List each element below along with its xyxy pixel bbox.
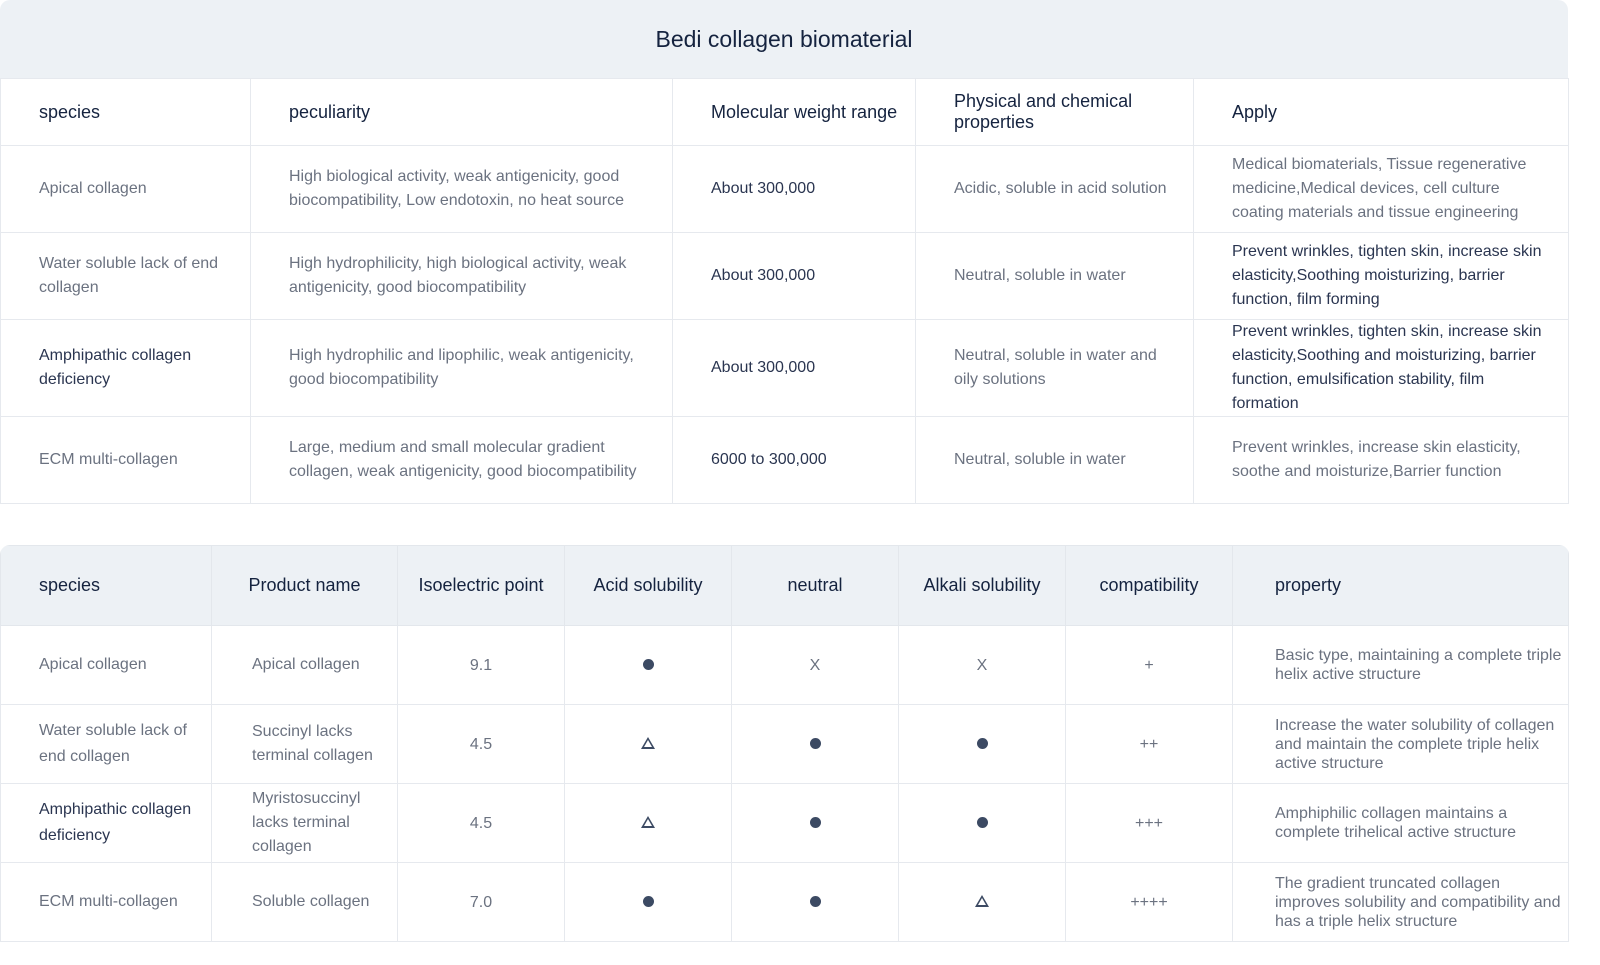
table-cell: 9.1 [397, 625, 565, 705]
table-cell: Basic type, maintaining a complete tripl… [1232, 625, 1569, 705]
table-cell [564, 625, 732, 705]
table-cell: ++ [1065, 704, 1233, 784]
table-cell: Amphiphilic collagen maintains a complet… [1232, 783, 1569, 863]
table-cell: X [731, 625, 899, 705]
table-cell [564, 783, 732, 863]
table-cell: Neutral, soluble in water [915, 232, 1194, 320]
table-cell: Medical biomaterials, Tissue regenerativ… [1193, 145, 1569, 233]
table-cell: X [898, 625, 1066, 705]
table-cell: Prevent wrinkles, tighten skin, increase… [1193, 319, 1569, 417]
table-cell: + [1065, 625, 1233, 705]
table-cell: Myristosuccinyl lacks terminal collagen [211, 783, 398, 863]
table-cell: High hydrophilic and lipophilic, weak an… [250, 319, 673, 417]
table-cell: Increase the water solubility of collage… [1232, 704, 1569, 784]
column-header: Acid solubility [564, 545, 732, 626]
table-cell: Neutral, soluble in water [915, 416, 1194, 504]
table-cell: Water soluble lack of end collagen [0, 232, 251, 320]
table-row: Water soluble lack of end collagen Succin… [0, 704, 1569, 784]
filled-dot-icon [642, 895, 654, 907]
column-header: neutral [731, 545, 899, 626]
column-header: species [0, 78, 251, 146]
table-cell: Prevent wrinkles, increase skin elastici… [1193, 416, 1569, 504]
table-row: Water soluble lack of end collagen High h… [0, 232, 1569, 320]
column-header: Product name [211, 545, 398, 626]
table-cell [898, 783, 1066, 863]
column-header: Molecular weight range [672, 78, 916, 146]
solubility-table-section: species Product name Isoelectric point Acid… [0, 545, 1569, 942]
table-cell: High biological activity, weak antigenic… [250, 145, 673, 233]
column-header: Isoelectric point [397, 545, 565, 626]
table-cell: Amphipathic collagen deficiency [0, 783, 212, 863]
solubility-table: species Product name Isoelectric point Acid… [0, 545, 1569, 942]
table-cell [564, 704, 732, 784]
table-cell: About 300,000 [672, 232, 916, 320]
filled-dot-icon [642, 658, 654, 670]
table-cell [731, 862, 899, 942]
table-cell [898, 704, 1066, 784]
table-cell: About 300,000 [672, 319, 916, 417]
column-header: property [1232, 545, 1569, 626]
table-cell: Apical collagen [0, 625, 212, 705]
table-cell: 6000 to 300,000 [672, 416, 916, 504]
filled-dot-icon [976, 737, 988, 749]
table-cell: 7.0 [397, 862, 565, 942]
triangle-icon [975, 894, 989, 907]
column-header: peculiarity [250, 78, 673, 146]
triangle-icon [641, 815, 655, 828]
table-row: ECM multi-collagen Soluble collagen 7.0 +++… [0, 862, 1569, 942]
table-cell: About 300,000 [672, 145, 916, 233]
column-header: Physical and chemical properties [915, 78, 1194, 146]
triangle-icon [641, 736, 655, 749]
table-cell: Soluble collagen [211, 862, 398, 942]
table-cell: Amphipathic collagen deficiency [0, 319, 251, 417]
table-cell: Apical collagen [211, 625, 398, 705]
table-cell: Succinyl lacks terminal collagen [211, 704, 398, 784]
filled-dot-icon [976, 816, 988, 828]
table-cell: 4.5 [397, 783, 565, 863]
table-cell: Acidic, soluble in acid solution [915, 145, 1194, 233]
column-header: Apply [1193, 78, 1569, 146]
table-cell [731, 704, 899, 784]
table-title: Bedi collagen biomaterial [0, 0, 1568, 78]
table-cell: ECM multi-collagen [0, 862, 212, 942]
table-cell: Prevent wrinkles, tighten skin, increase… [1193, 232, 1569, 320]
filled-dot-icon [809, 895, 821, 907]
table-cell: Neutral, soluble in water and oily solut… [915, 319, 1194, 417]
table-cell: High hydrophilicity, high biological act… [250, 232, 673, 320]
table-row: ECM multi-collagen Large, medium and smal… [0, 416, 1569, 504]
column-header: species [0, 545, 212, 626]
table-cell: Apical collagen [0, 145, 251, 233]
table-cell [731, 783, 899, 863]
table-cell: Water soluble lack of end collagen [0, 704, 212, 784]
table-cell: 4.5 [397, 704, 565, 784]
biomaterial-table-section: Bedi collagen biomaterial species peculia… [0, 0, 1569, 504]
column-header: compatibility [1065, 545, 1233, 626]
table-cell [564, 862, 732, 942]
table-cell: The gradient truncated collagen improves… [1232, 862, 1569, 942]
table-cell [898, 862, 1066, 942]
filled-dot-icon [809, 816, 821, 828]
table-cell: +++ [1065, 783, 1233, 863]
filled-dot-icon [809, 737, 821, 749]
table-row: Apical collagen Apical collagen 9.1 X X + Basi… [0, 625, 1569, 705]
table-row: Amphipathic collagen deficiency High hydr… [0, 319, 1569, 417]
table-row: Apical collagen High biological activity,… [0, 145, 1569, 233]
table-cell: ++++ [1065, 862, 1233, 942]
table-cell: Large, medium and small molecular gradie… [250, 416, 673, 504]
biomaterial-table: species peculiarity Molecular weight range… [0, 78, 1569, 504]
table-cell: ECM multi-collagen [0, 416, 251, 504]
table-row: Amphipathic collagen deficiency Myristosu… [0, 783, 1569, 863]
column-header: Alkali solubility [898, 545, 1066, 626]
